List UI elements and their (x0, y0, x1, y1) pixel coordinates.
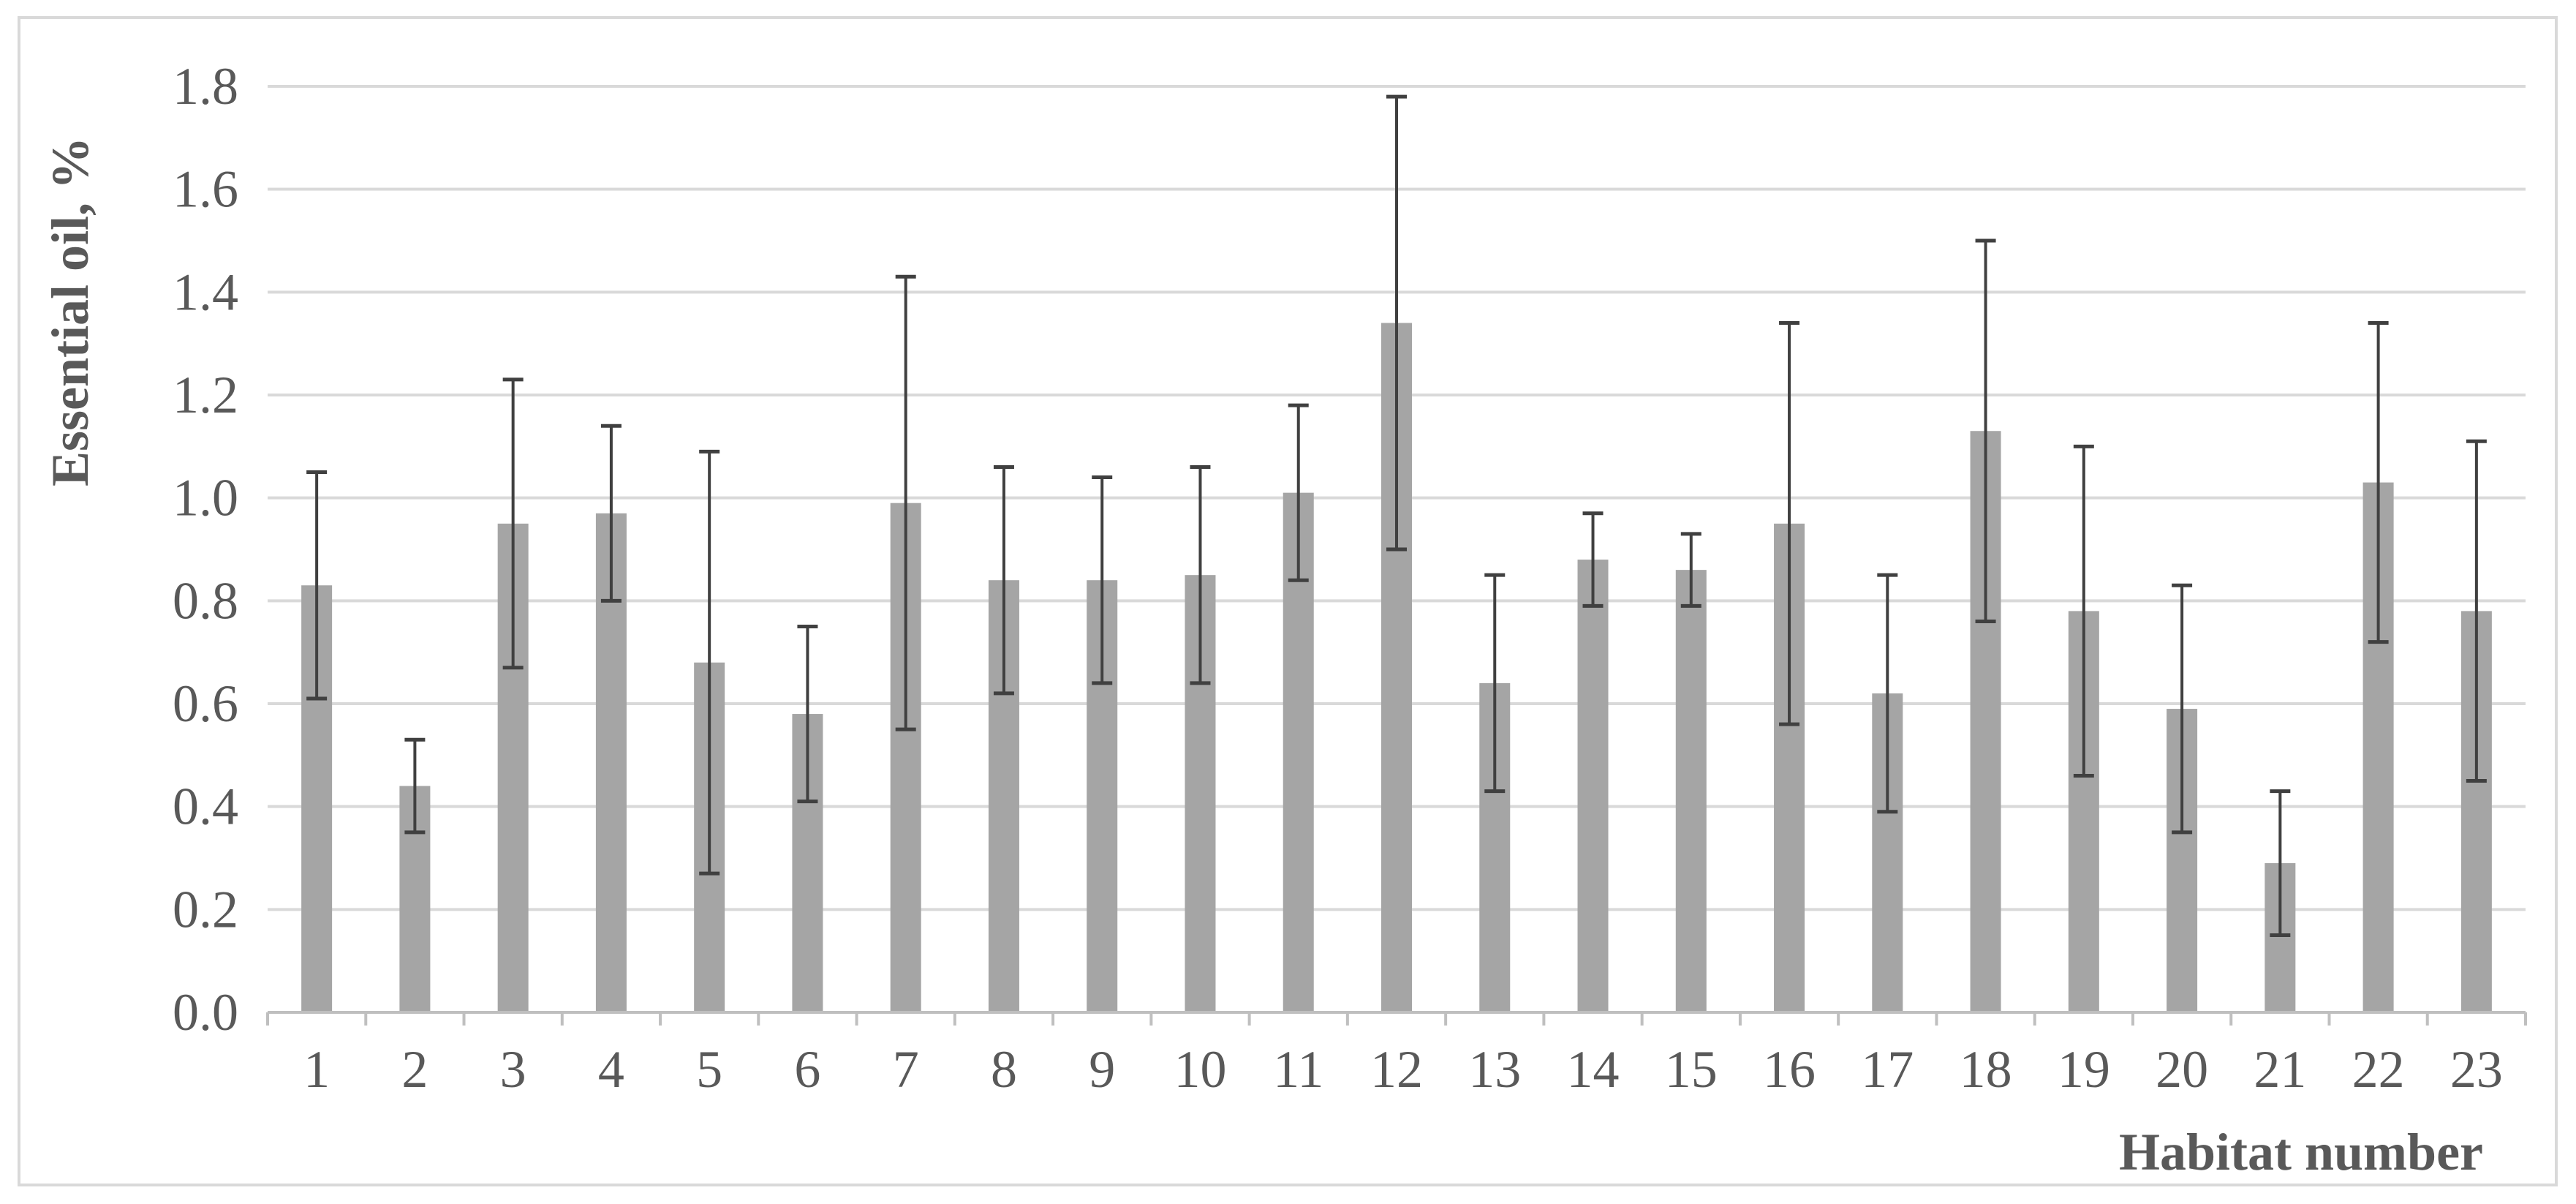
y-tick-label: 0.2 (173, 880, 238, 938)
y-tick-label: 1.4 (173, 263, 238, 321)
x-tick-label: 5 (696, 1040, 722, 1099)
x-tick-label: 19 (2058, 1040, 2110, 1099)
error-bar (2270, 789, 2291, 937)
x-tick-label: 20 (2156, 1040, 2208, 1099)
error-bar (699, 449, 720, 876)
y-tick-label: 1.0 (173, 469, 238, 527)
y-tick-label: 0.8 (173, 571, 238, 630)
y-tick-labels: 0.0 0.2 0.4 0.6 0.8 1.0 1.2 1.4 1.6 1.8 (173, 57, 238, 1042)
x-tick-label: 11 (1273, 1040, 1323, 1099)
error-bar (2073, 444, 2094, 778)
y-tick-label: 0.4 (173, 778, 238, 836)
error-bar (1288, 403, 1309, 582)
x-tick-label: 1 (303, 1040, 330, 1099)
error-bar (1582, 511, 1604, 608)
bars (301, 323, 2492, 1012)
x-tick-label: 16 (1763, 1040, 1816, 1099)
error-bar (1484, 573, 1506, 794)
error-bar (2172, 583, 2193, 835)
x-tick-label: 6 (794, 1040, 820, 1099)
y-tick-label: 1.8 (173, 57, 238, 116)
x-tick-label: 7 (893, 1040, 919, 1099)
y-tick-label: 0.6 (173, 674, 238, 733)
x-tick-label: 2 (401, 1040, 428, 1099)
x-axis-title: Habitat number (2119, 1123, 2483, 1181)
x-tick-label: 13 (1468, 1040, 1521, 1099)
x-tick-label: 14 (1567, 1040, 1620, 1099)
bar (1577, 560, 1609, 1012)
error-bar (600, 424, 622, 603)
error-bar (1386, 94, 1407, 552)
error-bar (306, 470, 328, 701)
x-tick-label: 9 (1089, 1040, 1115, 1099)
bar (1675, 570, 1707, 1012)
y-tick-label: 1.6 (173, 160, 238, 219)
x-tick-label: 15 (1665, 1040, 1718, 1099)
x-tick-label: 4 (598, 1040, 624, 1099)
error-bar (502, 377, 524, 670)
x-tick-label: 12 (1370, 1040, 1423, 1099)
error-bar (404, 737, 426, 835)
x-tick-label: 22 (2352, 1040, 2405, 1099)
x-tick-label: 17 (1861, 1040, 1914, 1099)
x-tick-labels: 1 2 3 4 5 6 7 8 9 10 11 12 13 14 15 16 17 18 19 20 21 22 23 (303, 1040, 2503, 1099)
error-bar (895, 274, 916, 731)
error-bar (797, 625, 818, 804)
error-bar (993, 464, 1014, 696)
x-axis (266, 1011, 2527, 1026)
y-tick-label: 0.0 (173, 983, 238, 1042)
error-bars (306, 94, 2487, 937)
x-tick-label: 18 (1960, 1040, 2012, 1099)
x-tick-label: 23 (2450, 1040, 2503, 1099)
error-bar (1877, 573, 1898, 814)
y-axis-title: Essential oil, % (41, 137, 99, 486)
error-bar (2368, 321, 2389, 644)
error-bar (2466, 439, 2487, 783)
error-bar (1190, 464, 1211, 685)
error-bar (1092, 475, 1113, 685)
error-bar (1779, 321, 1800, 726)
x-tick-label: 10 (1174, 1040, 1226, 1099)
y-tick-label: 1.2 (173, 366, 238, 424)
error-bar (1975, 238, 1996, 623)
x-tick-label: 8 (991, 1040, 1017, 1099)
error-bar (1680, 532, 1701, 608)
x-tick-label: 21 (2254, 1040, 2306, 1099)
x-tick-label: 3 (500, 1040, 526, 1099)
